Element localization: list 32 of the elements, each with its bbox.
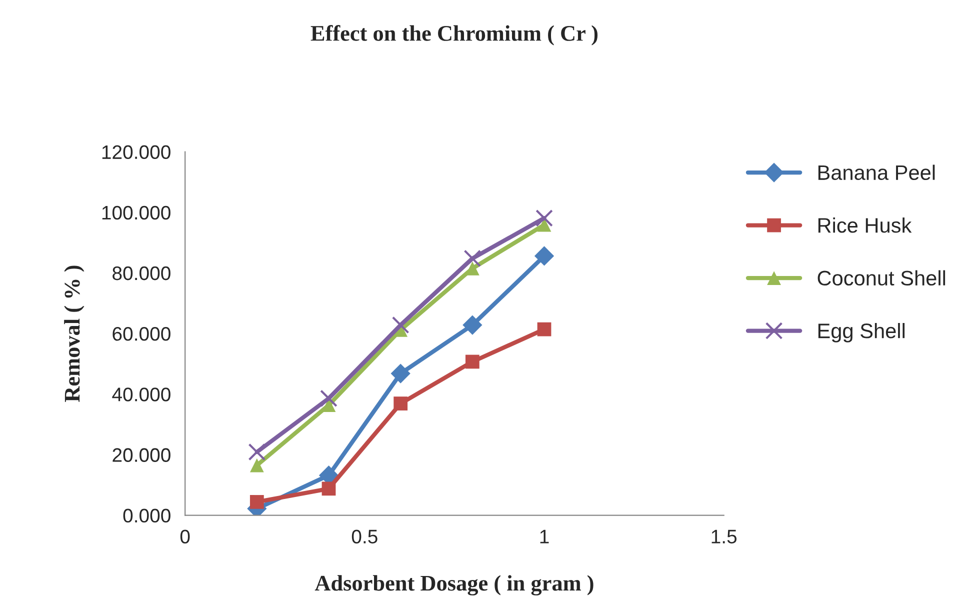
point (534, 246, 554, 266)
y-tick-label: 100.000 (102, 206, 170, 220)
point (464, 250, 482, 268)
point (465, 354, 480, 369)
point (320, 390, 338, 408)
y-tick-label: 20.000 (112, 448, 170, 462)
y-tick-label: 80.000 (112, 266, 170, 280)
legend-label: Coconut Shell (818, 270, 946, 286)
chart-title: Effect on the Chromium ( Cr ) (310, 25, 598, 46)
point (250, 495, 264, 509)
legend-label: Rice Husk (818, 217, 912, 233)
y-axis-title: Removal ( % ) (64, 266, 84, 402)
legend-label: Egg Shell (818, 322, 905, 342)
point (536, 209, 553, 227)
point (248, 443, 266, 461)
x-tick-label: 0 (180, 530, 190, 544)
y-tick-label: 120.000 (102, 145, 170, 160)
point (537, 322, 552, 336)
point (390, 364, 410, 384)
y-tick-label: 40.000 (112, 388, 170, 402)
y-tick-label: 60.000 (112, 327, 170, 341)
x-tick-label: 1.5 (712, 530, 737, 544)
x-tick-label: 0.5 (352, 530, 378, 544)
x-axis-title: Adsorbent Dosage ( in gram ) (314, 575, 594, 596)
point (250, 458, 264, 472)
point (462, 315, 482, 335)
y-tick-label: 0.000 (123, 508, 170, 523)
x-tick-label: 1 (540, 530, 549, 544)
point (392, 316, 410, 334)
point (394, 396, 408, 410)
legend-label: Banana Peel (818, 164, 935, 180)
point (322, 482, 336, 496)
